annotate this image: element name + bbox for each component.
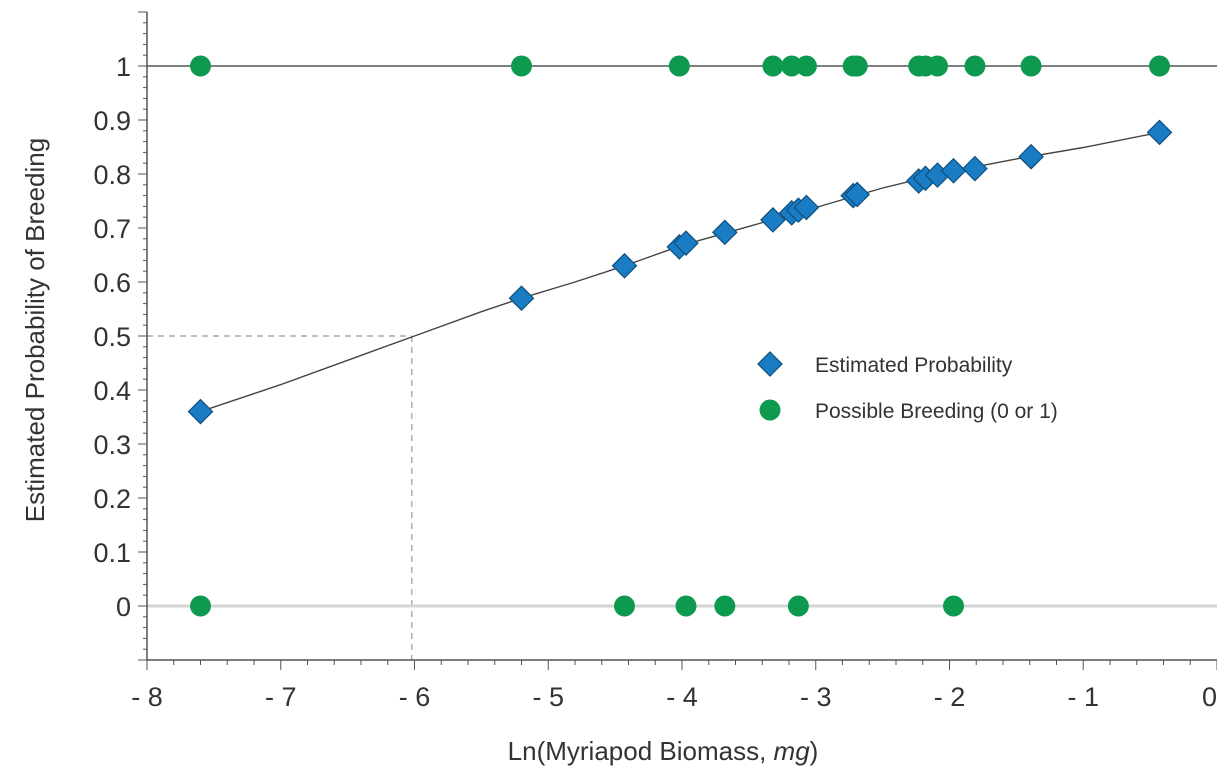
breeding-point — [846, 55, 868, 77]
breeding-point — [762, 55, 784, 77]
y-tick-label: 0.1 — [93, 538, 131, 568]
fitted-curve — [200, 131, 1160, 413]
y-tick-label: 0.6 — [93, 268, 131, 298]
y-axis-title: Estimated Probability of Breeding — [20, 138, 50, 522]
x-tick-label: - 3 — [800, 682, 832, 712]
x-tick-label: - 1 — [1067, 682, 1099, 712]
breeding-point — [668, 55, 690, 77]
y-tick-label: 0.9 — [93, 106, 131, 136]
estimated-probability-point — [508, 285, 535, 312]
breeding-point — [781, 55, 803, 77]
breeding-point — [1148, 55, 1170, 77]
estimated-probability-point — [940, 157, 967, 184]
y-tick-label: 0.3 — [93, 430, 131, 460]
tick-labels: 0 0.1 0.2 0.3 0.4 0.5 0.6 0.7 0.8 0.9 1 - 8 - 7 - 6 - … — [93, 52, 1217, 712]
estimated-probability-point — [1018, 143, 1044, 170]
breeding-point — [714, 595, 736, 617]
axes — [138, 11, 1217, 670]
x-tick-label: - 2 — [934, 682, 966, 712]
breeding-point — [675, 595, 697, 617]
legend-label-estimated: Estimated Probability — [815, 354, 1013, 377]
y-tick-label: 0 — [116, 592, 131, 622]
y-tick-label: 0.5 — [93, 322, 131, 352]
y-tick-label: 0.7 — [93, 214, 131, 244]
legend: Estimated Probability Possible Breeding … — [757, 351, 1058, 423]
estimated-probability-point — [1146, 119, 1173, 146]
breeding-point — [190, 55, 211, 77]
breeding-point — [795, 55, 817, 77]
estimated-probability-point — [962, 155, 988, 182]
estimated-probability-point — [673, 230, 699, 256]
y-tick-label: 1 — [116, 52, 131, 82]
breeding-point — [613, 595, 635, 617]
breeding-point — [787, 595, 809, 617]
x-axis-title: Ln(Myriapod Biomass, mg) — [508, 736, 819, 766]
breeding-point — [943, 595, 965, 617]
x-tick-label: - 4 — [666, 682, 698, 712]
legend-diamond-icon — [757, 351, 783, 377]
x-tick-label: - 6 — [399, 682, 431, 712]
fitted-curve-line — [200, 131, 1160, 413]
breeding-point — [190, 595, 211, 617]
breeding-point — [511, 55, 532, 77]
estimated-probability-point — [611, 252, 638, 279]
breeding-point — [926, 55, 948, 77]
estimated-probability-point — [760, 207, 786, 233]
y-tick-label: 0.2 — [93, 484, 131, 514]
breeding-point — [1020, 55, 1042, 77]
breeding-point — [964, 55, 986, 77]
estimated-probability-point — [187, 398, 214, 425]
x-tick-label: - 8 — [131, 682, 163, 712]
estimated-probability-point — [844, 181, 871, 208]
estimated-probability-point — [711, 219, 738, 246]
x-tick-label: - 7 — [265, 682, 297, 712]
estimated-probability-point — [793, 194, 820, 221]
y-tick-label: 0.4 — [93, 376, 131, 406]
y-tick-label: 0.8 — [93, 160, 131, 190]
legend-label-breeding: Possible Breeding (0 or 1) — [815, 400, 1058, 423]
data-points — [187, 55, 1173, 617]
x-tick-label: 0 — [1202, 682, 1217, 712]
x-tick-label: - 5 — [532, 682, 564, 712]
legend-circle-icon — [759, 399, 781, 421]
